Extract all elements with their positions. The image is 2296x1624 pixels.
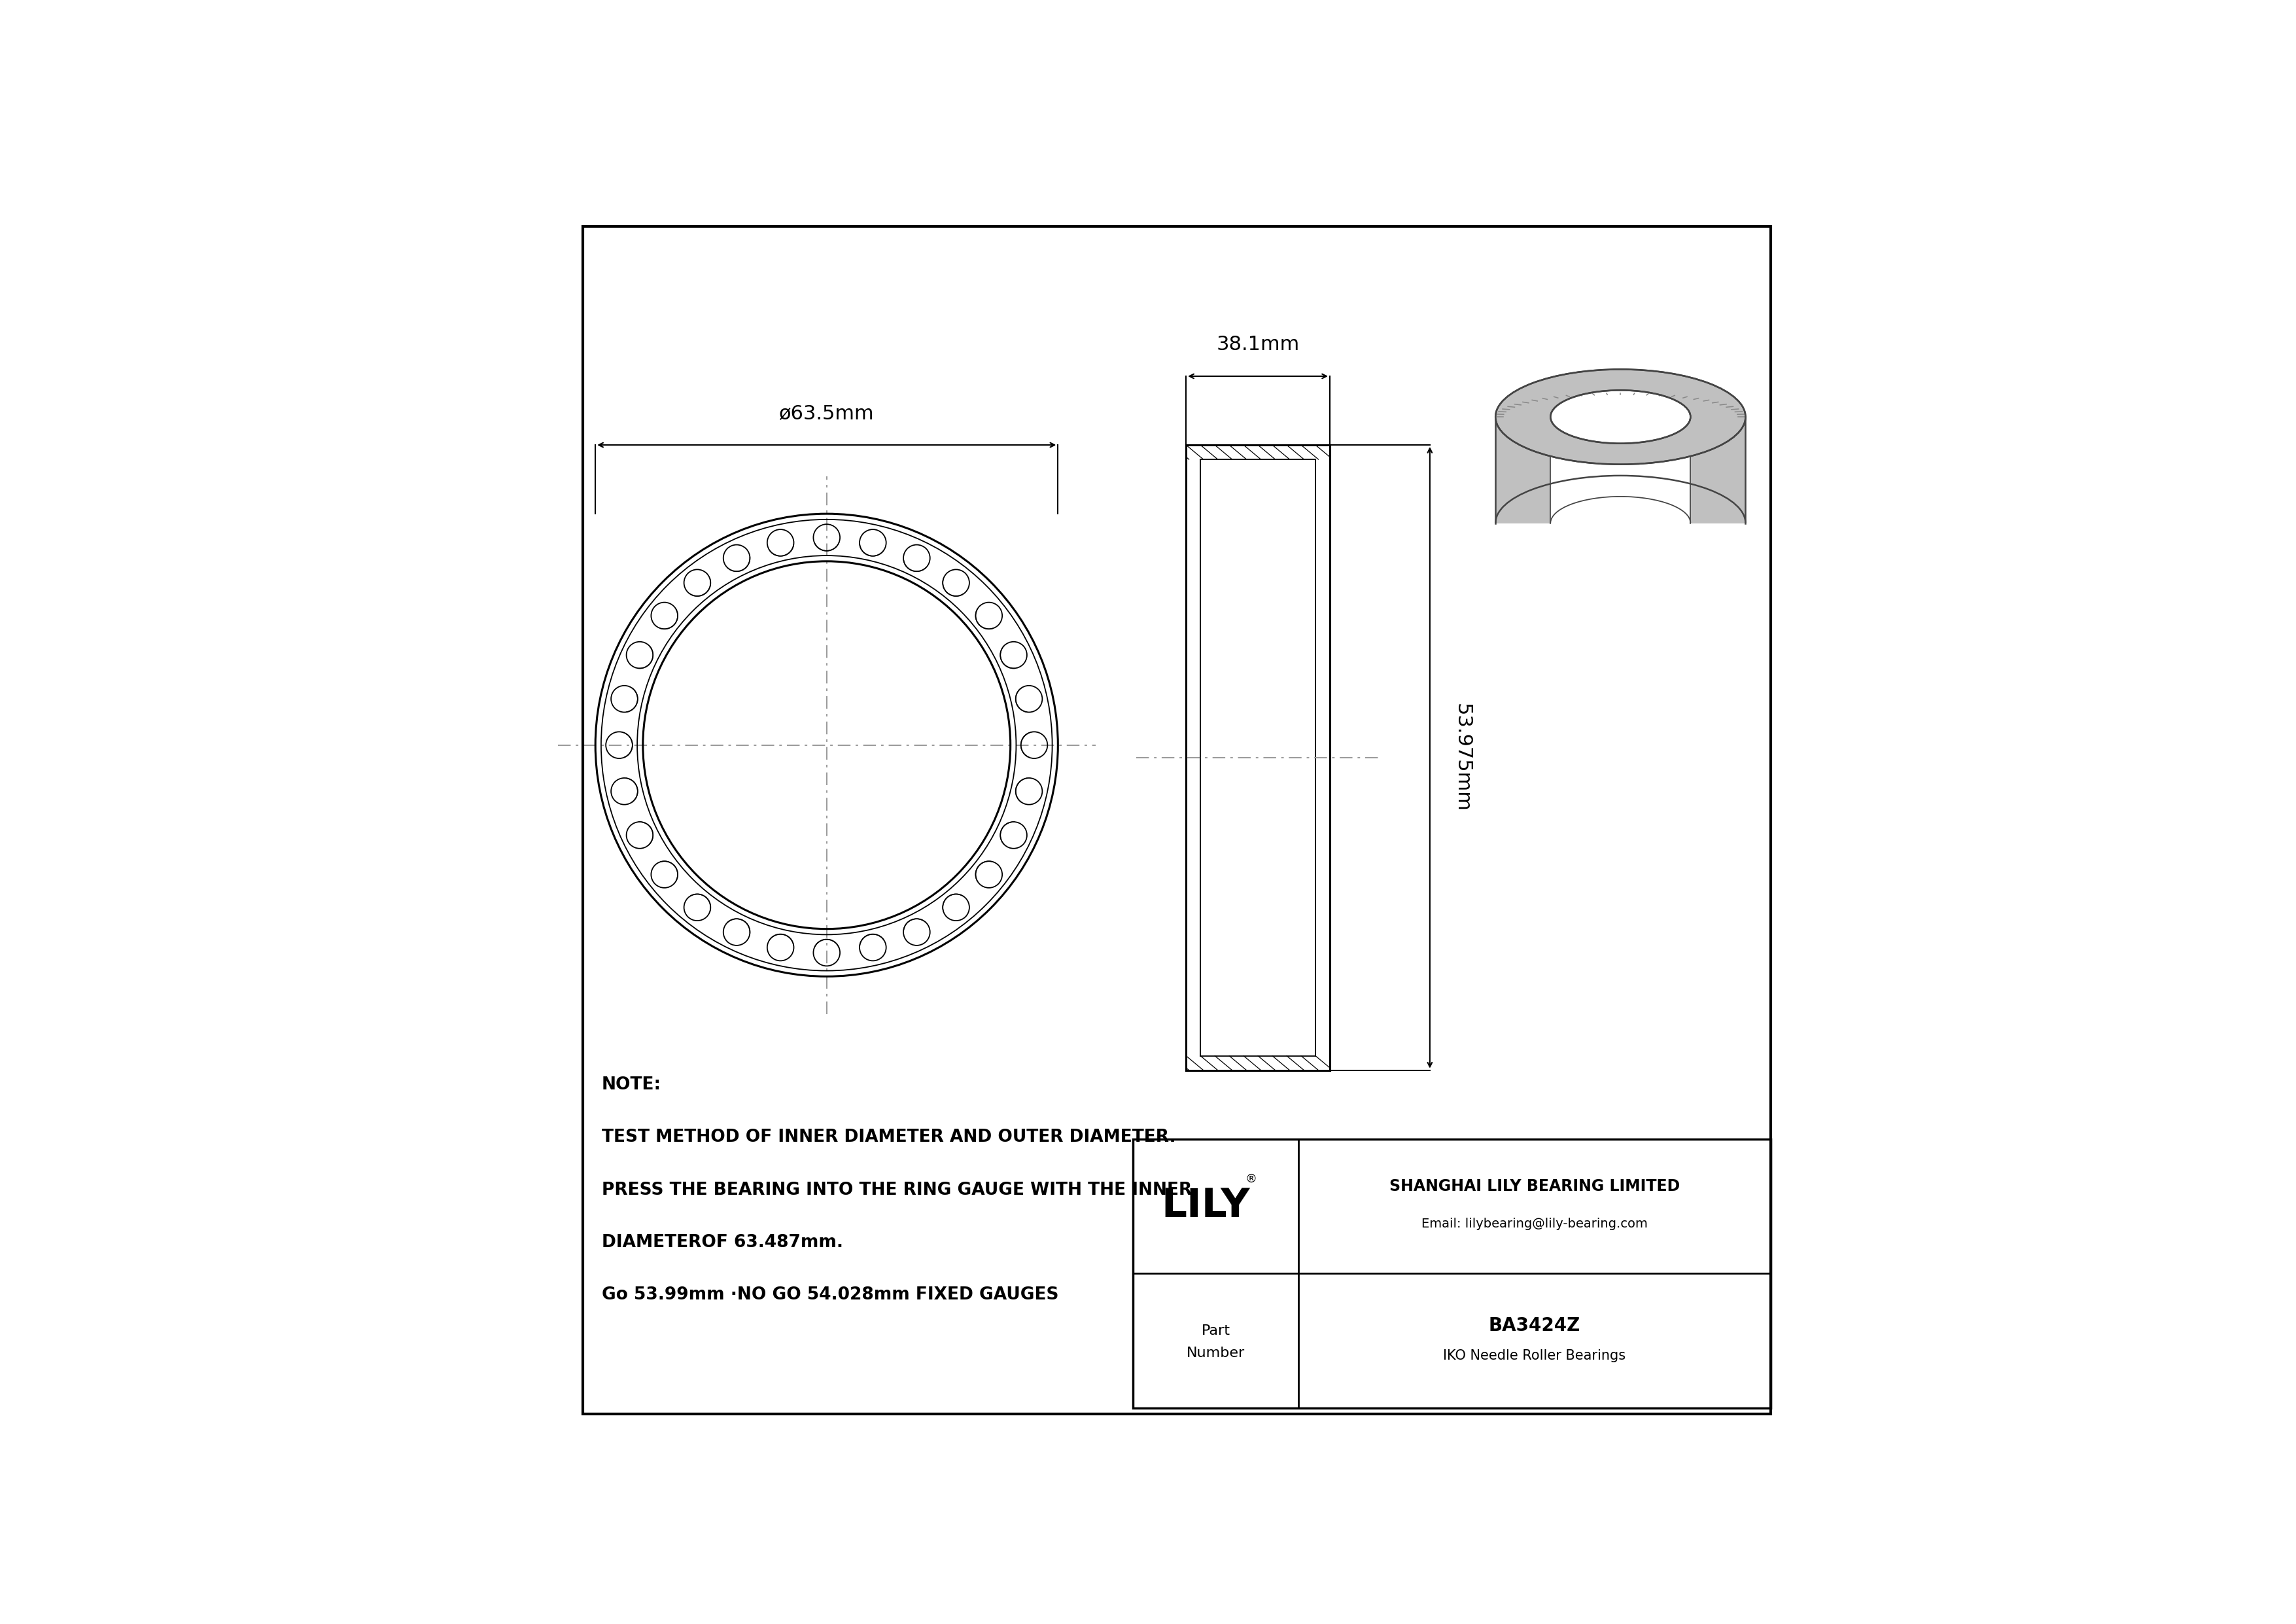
Text: TEST METHOD OF INNER DIAMETER AND OUTER DIAMETER.: TEST METHOD OF INNER DIAMETER AND OUTER … — [602, 1129, 1176, 1147]
Text: Number: Number — [1187, 1346, 1244, 1359]
Text: LILY: LILY — [1162, 1187, 1249, 1226]
Ellipse shape — [1495, 369, 1745, 464]
Text: DIAMETEROF 63.487mm.: DIAMETEROF 63.487mm. — [602, 1234, 843, 1250]
Text: PRESS THE BEARING INTO THE RING GAUGE WITH THE INNER: PRESS THE BEARING INTO THE RING GAUGE WI… — [602, 1182, 1192, 1199]
Text: ø63.5mm: ø63.5mm — [778, 403, 875, 422]
Text: ®: ® — [1244, 1173, 1256, 1184]
Polygon shape — [1495, 417, 1550, 523]
Bar — [1132, 1138, 1770, 1408]
Text: 53.975mm: 53.975mm — [1453, 703, 1472, 812]
Text: BA3424Z: BA3424Z — [1488, 1317, 1580, 1335]
Text: 38.1mm: 38.1mm — [1217, 335, 1300, 354]
Text: Part: Part — [1201, 1324, 1231, 1337]
Text: NOTE:: NOTE: — [602, 1077, 661, 1093]
Ellipse shape — [1550, 390, 1690, 443]
Text: Email: lilybearing@lily-bearing.com: Email: lilybearing@lily-bearing.com — [1421, 1218, 1649, 1229]
Polygon shape — [1690, 417, 1745, 523]
Text: SHANGHAI LILY BEARING LIMITED: SHANGHAI LILY BEARING LIMITED — [1389, 1179, 1681, 1194]
Text: Go 53.99mm ·NO GO 54.028mm FIXED GAUGES: Go 53.99mm ·NO GO 54.028mm FIXED GAUGES — [602, 1286, 1058, 1304]
Text: IKO Needle Roller Bearings: IKO Needle Roller Bearings — [1444, 1350, 1626, 1363]
